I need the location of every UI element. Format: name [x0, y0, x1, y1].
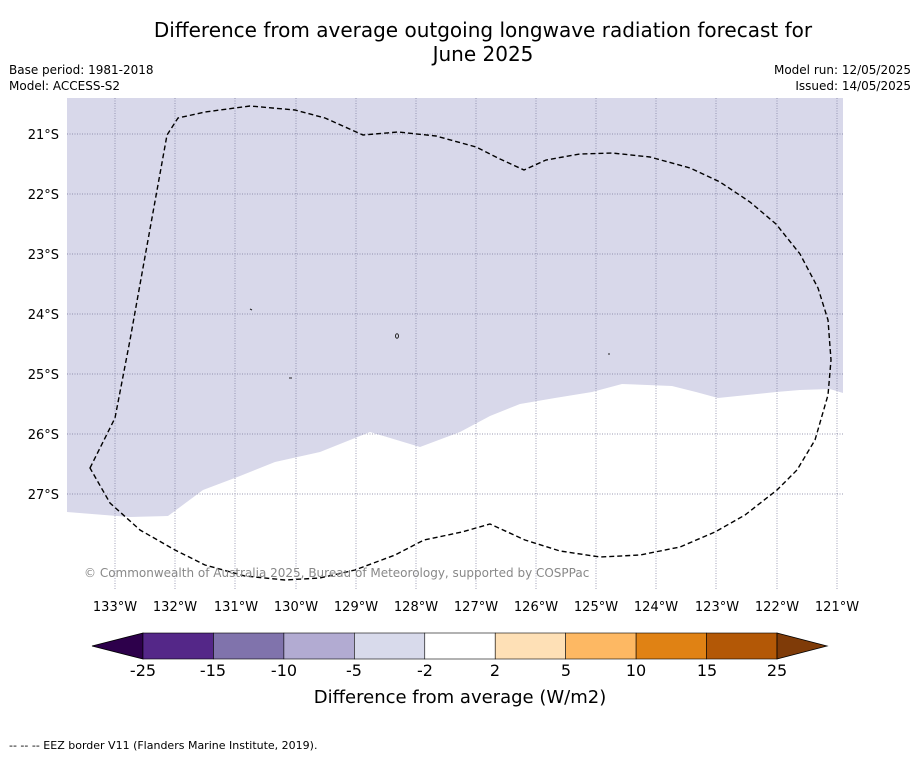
colorbar-under-arrow	[91, 632, 144, 660]
lon-axis: 133°W 132°W 131°W 130°W 129°W 128°W 127°…	[93, 600, 859, 615]
copyright-notice: © Commonwealth of Australia 2025, Bureau…	[84, 566, 589, 580]
lat-label: 23°S	[28, 248, 59, 263]
lon-label: 129°W	[334, 600, 378, 615]
meta-right: Model run: 12/05/2025 Issued: 14/05/2025	[774, 62, 911, 94]
lon-label: 126°W	[514, 600, 558, 615]
lat-label: 26°S	[28, 428, 59, 443]
lat-axis: 21°S 22°S 23°S 24°S 25°S 26°S 27°S	[28, 128, 59, 503]
colorbar-segment	[142, 632, 214, 660]
colorbar-segments	[142, 632, 778, 660]
meta-left: Base period: 1981-2018 Model: ACCESS-S2	[9, 62, 154, 94]
colorbar-tick: 15	[697, 661, 717, 680]
colorbar-tick: -2	[417, 661, 433, 680]
base-period: Base period: 1981-2018	[9, 63, 154, 77]
colorbar-tick: -10	[271, 661, 297, 680]
colorbar-tick: 25	[767, 661, 787, 680]
model-name: Model: ACCESS-S2	[9, 79, 121, 93]
region-minus5-to-minus2	[67, 98, 843, 517]
colorbar-segment	[213, 632, 285, 660]
colorbar-tick: -15	[200, 661, 226, 680]
lon-label: 133°W	[93, 600, 137, 615]
lon-label: 122°W	[755, 600, 799, 615]
colorbar-over-arrow	[776, 632, 829, 660]
map-title: Difference from average outgoing longwav…	[0, 18, 919, 66]
colorbar-segment	[565, 632, 637, 660]
colorbar-tick: 5	[561, 661, 571, 680]
lon-label: 132°W	[153, 600, 197, 615]
colorbar-tick: -5	[346, 661, 362, 680]
title-line-1: Difference from average outgoing longwav…	[153, 18, 813, 42]
island-mark	[249, 308, 253, 311]
lat-label: 22°S	[28, 188, 59, 203]
colorbar-tick: 10	[626, 661, 646, 680]
colorbar: -25 -15 -10 -5 -2 2 5 10 15 25 Differenc…	[91, 632, 829, 708]
colorbar-segment	[424, 632, 496, 660]
map-panel: © Commonwealth of Australia 2025, Bureau…	[67, 98, 843, 590]
model-run: Model run: 12/05/2025	[773, 63, 911, 77]
issued-date: Issued: 14/05/2025	[795, 79, 911, 93]
lon-label: 121°W	[815, 600, 859, 615]
lon-label: 125°W	[574, 600, 618, 615]
eez-legend-note: -- -- -- EEZ border V11 (Flanders Marine…	[9, 739, 318, 752]
eez-border	[89, 105, 832, 581]
lon-label: 127°W	[454, 600, 498, 615]
lon-label: 130°W	[274, 600, 318, 615]
lon-label: 128°W	[394, 600, 438, 615]
lat-label: 25°S	[28, 368, 59, 383]
title-line-2: June 2025	[432, 42, 534, 66]
colorbar-ticks: -25 -15 -10 -5 -2 2 5 10 15 25	[130, 661, 787, 680]
colorbar-segment	[635, 632, 707, 660]
lat-label: 27°S	[28, 488, 59, 503]
colorbar-segment	[706, 632, 778, 660]
lat-label: 24°S	[28, 308, 59, 323]
lon-label: 124°W	[634, 600, 678, 615]
colorbar-tick: -25	[130, 661, 156, 680]
grid-lines	[67, 98, 843, 590]
lat-label: 21°S	[28, 128, 59, 143]
colorbar-label: Difference from average (W/m2)	[314, 687, 606, 708]
island-markers	[249, 308, 610, 379]
colorbar-segment	[494, 632, 566, 660]
lon-label: 131°W	[214, 600, 258, 615]
island-mark	[395, 333, 399, 339]
colorbar-segment	[354, 632, 426, 660]
colorbar-segment	[283, 632, 355, 660]
colorbar-tick: 2	[490, 661, 500, 680]
lon-label: 123°W	[695, 600, 739, 615]
